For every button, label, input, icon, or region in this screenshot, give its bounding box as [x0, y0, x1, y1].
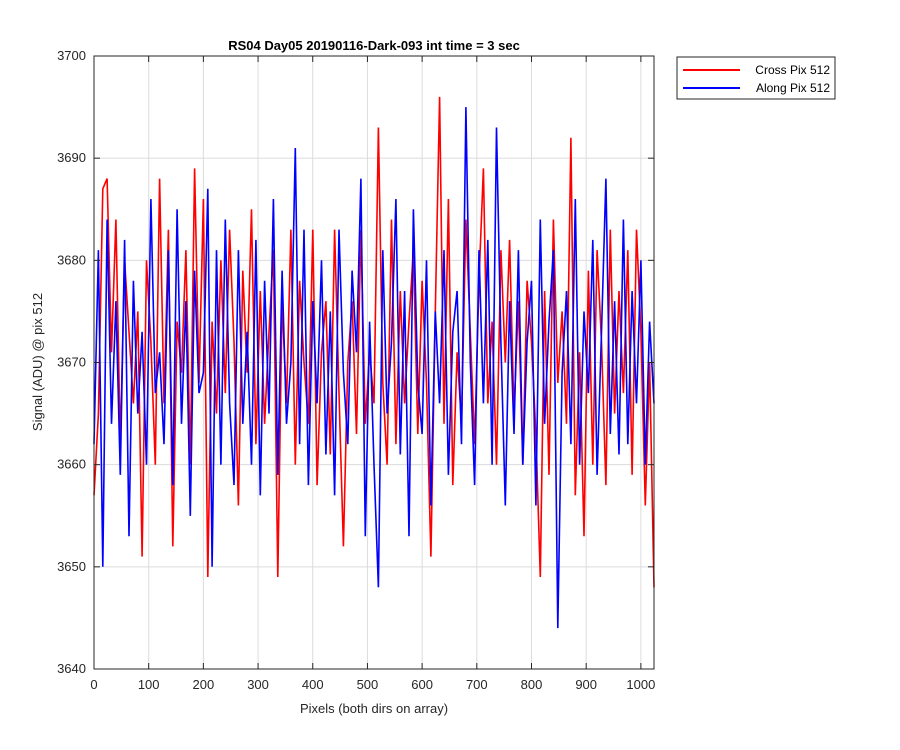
x-tick-label: 400	[302, 677, 324, 692]
y-tick-label: 3650	[57, 559, 86, 574]
x-tick-label: 500	[357, 677, 379, 692]
x-tick-label: 300	[247, 677, 269, 692]
x-axis-label: Pixels (both dirs on array)	[300, 701, 448, 716]
axis-ticks: 0 100 200 300 400 500 600 700 800 900 1000 3640 3650…	[57, 48, 655, 692]
y-tick-label: 3680	[57, 252, 86, 267]
series-layer	[93, 96, 655, 629]
series-line-along-pix	[93, 107, 655, 629]
legend-label-cross: Cross Pix 512	[755, 63, 830, 77]
x-tick-label: 0	[90, 677, 97, 692]
x-tick-label: 100	[138, 677, 160, 692]
y-tick-label: 3690	[57, 150, 86, 165]
chart-title: RS04 Day05 20190116-Dark-093 int time = …	[228, 38, 520, 53]
x-tick-label: 800	[521, 677, 543, 692]
legend-box	[676, 56, 836, 100]
y-axis-label: Signal (ADU) @ pix 512	[30, 293, 45, 431]
legend-label-along: Along Pix 512	[756, 81, 830, 95]
y-tick-label: 3640	[57, 661, 86, 676]
y-tick-label: 3670	[57, 355, 86, 370]
x-tick-label: 900	[575, 677, 597, 692]
legend: Cross Pix 512 Along Pix 512	[676, 56, 836, 100]
x-tick-label: 600	[411, 677, 433, 692]
y-tick-label: 3660	[57, 457, 86, 472]
x-tick-label: 1000	[626, 677, 655, 692]
x-tick-label: 200	[193, 677, 215, 692]
series-line-cross-pix	[93, 96, 655, 588]
y-tick-label: 3700	[57, 48, 86, 63]
x-tick-label: 700	[466, 677, 488, 692]
